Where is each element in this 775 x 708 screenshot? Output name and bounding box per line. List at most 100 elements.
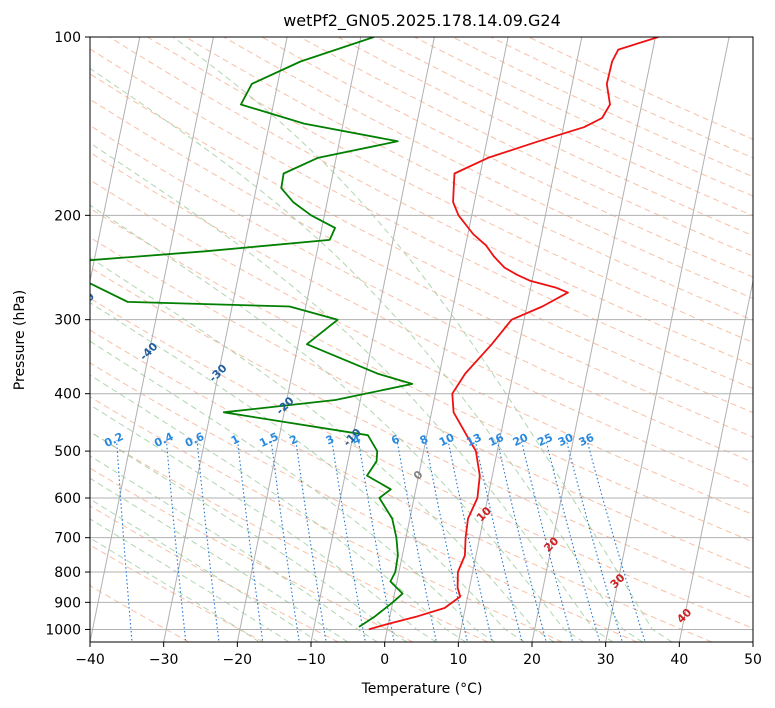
mixing-ratio-line [331,440,366,642]
dry-adiabat [452,37,753,178]
y-tick-label: 900 [54,595,81,611]
isotherm [310,37,435,642]
mixing-ratio-lines [116,440,646,642]
y-axis-label: Pressure (hPa) [12,290,28,390]
moist-adiabat [90,404,437,642]
chart-title: wetPf2_GN05.2025.178.14.09.G24 [283,11,561,31]
mixing-ratio-line [237,440,264,642]
profile-series [90,37,659,631]
dry-adiabat [414,37,753,197]
dry-adiabat [109,37,753,366]
dry-adiabat [376,37,753,217]
mixing-ratio-line [165,440,187,642]
pressure-gridlines [90,37,753,630]
dry-adiabats [90,37,753,642]
mixing-ratio-line [357,440,395,642]
dry-adiabat [223,37,753,299]
dry-adiabat [90,297,753,629]
x-tick-label: 10 [449,652,467,668]
isotherm [531,37,656,642]
mixing-ratio-line [496,440,547,642]
moist-adiabat [90,67,643,642]
dry-adiabat [147,37,753,344]
x-tick-label: −10 [296,652,326,668]
mixing-ratio-line [396,440,437,642]
isotherm [384,37,509,642]
moist-adiabat [90,340,496,642]
moist-adiabat [90,537,260,642]
moist-adiabat [90,374,466,642]
isotherm [163,37,288,642]
dry-adiabat [90,98,753,438]
plot-area: -100-90-80-70-60-50-40-30-20-10010203040… [74,37,753,642]
x-tick-label: 40 [670,652,688,668]
dry-adiabat [90,236,753,571]
dry-adiabat [261,37,753,278]
mixing-ratio-label: 20 [511,431,531,449]
x-tick-label: 50 [744,652,762,668]
moist-adiabat [90,257,555,642]
y-tick-label: 800 [54,565,81,581]
dry-adiabat [490,37,753,159]
temperature-profile-line [368,37,659,631]
y-tick-label: 700 [54,531,81,547]
isotherm [236,37,362,642]
y-tick-label: 600 [54,491,81,507]
mixing-ratio-label: 25 [535,431,554,449]
mixing-ratio-label: 36 [577,431,597,449]
mixing-ratio-line [116,440,133,642]
mixing-ratio-label: 16 [487,431,507,449]
mixing-ratio-line [474,440,523,642]
isotherms [90,37,753,642]
isotherm [90,37,214,642]
dry-adiabat [299,37,753,257]
dry-adiabat [90,124,753,463]
dry-adiabat [90,48,753,390]
dry-adiabat [90,396,563,642]
isotherm [678,278,753,642]
mixing-ratio-label: 30 [556,431,576,449]
dry-adiabat [528,37,753,140]
plot-frame [89,36,754,643]
x-axis-label: Temperature (°C) [361,681,483,697]
x-tick-label: −20 [223,652,253,668]
dry-adiabat [337,37,753,237]
y-tick-label: 200 [54,208,81,224]
mixing-ratio-line [270,440,300,642]
mixing-ratio-line [545,440,601,642]
mixing-ratio-label: 13 [464,431,483,449]
moist-adiabat [90,430,408,642]
dry-adiabat [90,505,339,642]
x-tick-label: 20 [523,652,541,668]
y-tick-label: 1000 [45,622,81,638]
mixing-ratio-line [424,440,469,642]
y-tick-label: 400 [54,387,81,403]
dewpoint-profile-line [90,37,414,628]
moist-adiabat [172,37,673,642]
mixing-ratio-line [520,440,574,642]
dry-adiabat [90,73,753,414]
mixing-ratio-label: 10 [437,431,457,449]
isotherm [90,37,141,284]
isotherm [457,37,583,642]
isotherm [605,37,730,642]
y-tick-label: 100 [54,30,81,46]
dry-adiabat [90,362,638,642]
x-tick-label: −30 [149,652,179,668]
y-axis: 100 200 300 400 500 600 700 800 900 1000 [45,30,90,638]
mixing-ratio-line [447,440,493,642]
y-tick-label: 500 [54,444,81,460]
isotherm-label: -50 [74,290,97,313]
dry-adiabat [90,329,712,642]
x-tick-label: −40 [75,652,105,668]
dry-adiabat [90,467,414,642]
mixing-ratio-line [196,440,220,642]
y-tick-label: 300 [54,313,81,329]
x-tick-label: 0 [380,652,389,668]
dry-adiabat [90,266,753,600]
x-axis: −40 −30 −20 −10 0 10 20 30 40 50 [75,642,762,668]
mixing-ratio-line [295,440,327,642]
x-tick-label: 30 [597,652,615,668]
